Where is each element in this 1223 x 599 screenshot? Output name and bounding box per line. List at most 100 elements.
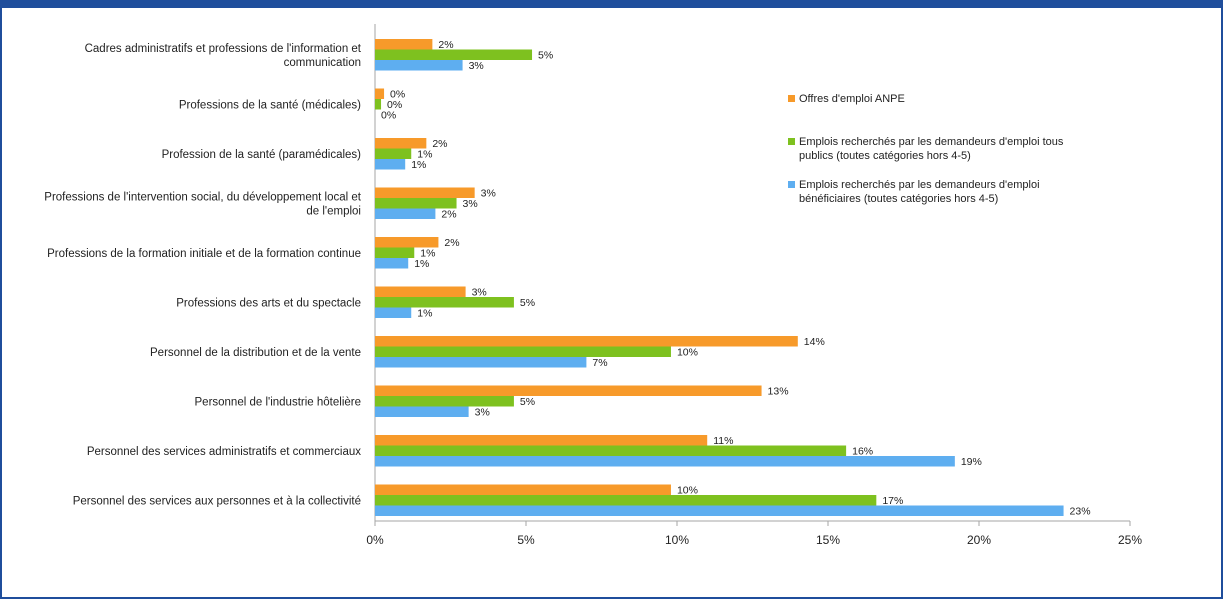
legend-swatch [788, 95, 795, 102]
bar-series-1 [375, 385, 762, 396]
category-label: Personnel des services aux personnes et … [73, 495, 361, 507]
bar-series-3 [375, 505, 1064, 516]
data-label: 2% [444, 237, 459, 249]
category-label: Personnel de la distribution et de la ve… [150, 347, 361, 359]
data-label: 2% [438, 39, 453, 51]
bar-series-1 [375, 237, 439, 248]
category-label-line: Personnel de l'industrie hôtelière [195, 396, 362, 408]
data-label: 0% [381, 110, 396, 122]
bar-series-2 [375, 198, 457, 209]
data-label: 13% [768, 386, 789, 398]
bar-series-2 [375, 49, 533, 60]
category-label-line: Professions de l'intervention social, du… [44, 191, 362, 203]
bar-series-2 [375, 99, 382, 110]
legend-swatch [788, 181, 795, 188]
data-label: 11% [713, 435, 733, 447]
category-label-line: Personnel de la distribution et de la ve… [150, 347, 361, 359]
category-label-line: Profession de la santé (paramédicales) [162, 149, 362, 161]
x-tick-label: 10% [665, 533, 689, 547]
data-label: 3% [475, 407, 490, 419]
bar-series-2 [375, 346, 671, 357]
data-label: 1% [417, 308, 432, 320]
data-label: 2% [441, 209, 456, 221]
x-tick-label: 5% [517, 533, 535, 547]
data-label: 14% [804, 336, 825, 348]
bar-series-3 [375, 307, 412, 318]
legend-label-line: Emplois recherchés par les demandeurs d'… [799, 179, 1040, 191]
category-label-line: Professions de la formation initiale et … [47, 248, 361, 260]
legend-label-line: Offres d'emploi ANPE [799, 93, 905, 105]
data-label: 7% [592, 357, 607, 369]
bar-series-3 [375, 208, 436, 219]
x-tick-label: 25% [1118, 533, 1142, 547]
header-bar [0, 0, 1223, 8]
data-label: 16% [852, 446, 873, 458]
category-label: Personnel de l'industrie hôtelière [195, 396, 362, 408]
x-tick-label: 15% [816, 533, 840, 547]
category-label: Professions de l'intervention social, du… [44, 191, 362, 217]
category-label-line: Personnel des services aux personnes et … [73, 495, 361, 507]
bar-series-2 [375, 495, 877, 506]
bar-series-3 [375, 159, 406, 170]
data-label: 17% [882, 495, 903, 507]
data-label: 19% [961, 456, 982, 468]
bar-series-2 [375, 445, 847, 456]
data-label: 3% [472, 287, 487, 299]
data-label: 23% [1070, 506, 1091, 518]
data-label: 1% [417, 149, 432, 161]
bar-series-1 [375, 39, 433, 50]
x-tick-label: 20% [967, 533, 991, 547]
data-label: 1% [414, 258, 429, 270]
bar-series-1 [375, 336, 798, 347]
category-label-line: de l'emploi [306, 205, 361, 217]
legend-label: Emplois recherchés par les demandeurs d'… [799, 179, 1040, 205]
data-label: 1% [420, 248, 435, 260]
bar-series-2 [375, 247, 415, 258]
bar-series-3 [375, 456, 955, 467]
bar-series-2 [375, 148, 412, 159]
bar-series-2 [375, 396, 514, 407]
data-label: 3% [481, 188, 496, 200]
category-label: Professions de la formation initiale et … [47, 248, 361, 260]
category-label: Professions de la santé (médicales) [179, 99, 361, 111]
data-label: 0% [390, 89, 405, 101]
data-label: 5% [520, 297, 535, 309]
bar-series-1 [375, 88, 385, 99]
data-label: 10% [677, 347, 698, 359]
x-tick-label: 0% [366, 533, 384, 547]
data-label: 5% [520, 396, 535, 408]
bar-series-1 [375, 138, 427, 149]
data-label: 5% [538, 50, 553, 62]
bar-series-1 [375, 484, 671, 495]
legend-label-line: Emplois recherchés par les demandeurs d'… [799, 136, 1064, 148]
category-label-line: Professions de la santé (médicales) [179, 99, 361, 111]
data-label: 2% [432, 138, 447, 150]
category-label-line: Cadres administratifs et professions de … [85, 43, 362, 55]
bar-series-2 [375, 297, 514, 308]
bar-series-3 [375, 60, 463, 71]
data-label: 3% [469, 60, 484, 72]
data-label: 1% [411, 159, 426, 171]
legend-label: Emplois recherchés par les demandeurs d'… [799, 136, 1064, 162]
category-label-line: Professions des arts et du spectacle [176, 297, 361, 309]
category-label: Professions des arts et du spectacle [176, 297, 361, 309]
legend-swatch [788, 138, 795, 145]
bar-series-3 [375, 406, 469, 417]
category-label-line: communication [284, 57, 361, 69]
bar-series-1 [375, 286, 466, 297]
category-label: Personnel des services administratifs et… [87, 446, 361, 458]
bar-series-1 [375, 435, 708, 446]
data-label: 0% [387, 99, 402, 111]
bar-series-3 [375, 258, 409, 269]
category-label-line: Personnel des services administratifs et… [87, 446, 361, 458]
category-label: Cadres administratifs et professions de … [85, 43, 362, 69]
category-label: Profession de la santé (paramédicales) [162, 149, 362, 161]
data-label: 3% [463, 198, 478, 210]
legend-label: Offres d'emploi ANPE [799, 93, 905, 105]
bar-series-3 [375, 357, 587, 368]
data-label: 10% [677, 485, 698, 497]
legend-label-line: publics (toutes catégories hors 4-5) [799, 150, 971, 162]
bar-series-1 [375, 187, 475, 198]
